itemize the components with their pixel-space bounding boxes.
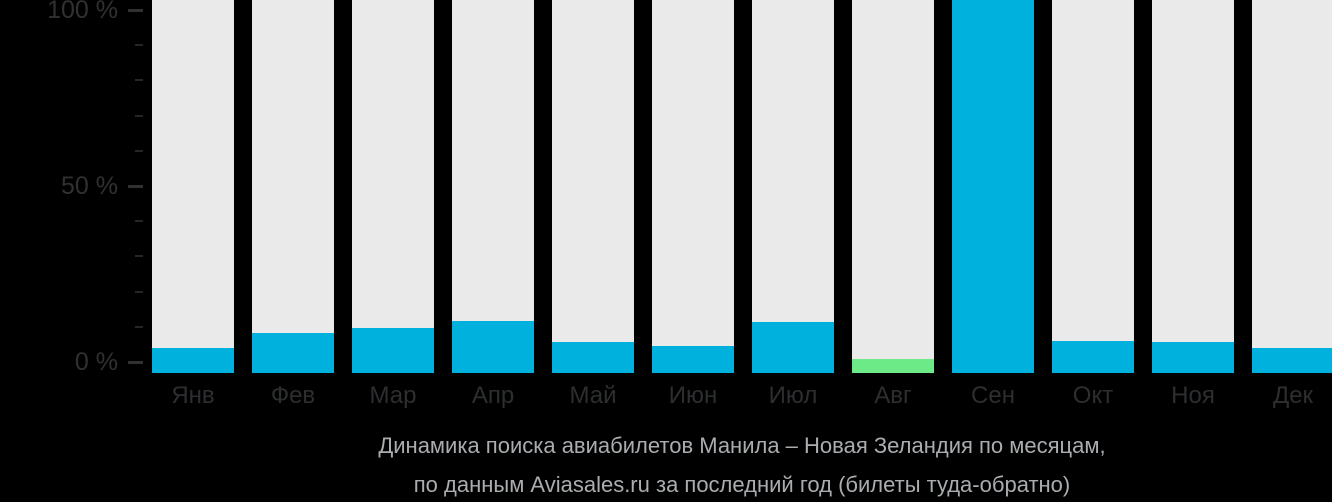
bar-fill	[652, 346, 734, 373]
bar-column: Мар	[352, 0, 434, 411]
bar-fill	[452, 321, 534, 373]
bar-fill	[152, 348, 234, 373]
bar-fill	[1052, 341, 1134, 373]
y-axis-minor-tick	[135, 290, 143, 293]
y-axis-tick-label: 50 %	[61, 172, 118, 200]
bar-fill	[1152, 342, 1234, 373]
bar-track	[352, 0, 434, 373]
bar-column: Дек	[1252, 0, 1332, 411]
month-label: Дек	[1272, 382, 1314, 409]
bar-track	[552, 0, 634, 373]
month-label: Окт	[1072, 382, 1114, 409]
chart-caption: Динамика поиска авиабилетов Манила – Нов…	[152, 426, 1332, 502]
month-label: Авг	[874, 382, 912, 409]
y-axis-minor-tick	[135, 220, 143, 223]
bar-series: Янв Фев Мар Апр Май Июн Июл Авг Сен Окт Ноя Дек	[152, 0, 1332, 411]
bar-track	[652, 0, 734, 373]
bar-track	[1252, 0, 1332, 373]
y-axis-minor-tick	[135, 114, 143, 117]
caption-line-2: по данным Aviasales.ru за последний год …	[413, 472, 1071, 497]
y-axis-major-tick	[128, 360, 143, 364]
bar-fill	[952, 0, 1034, 373]
y-axis-tick-label: 100 %	[47, 0, 118, 24]
month-label: Июл	[768, 382, 818, 409]
bar-column: Янв	[152, 0, 234, 411]
month-label: Ноя	[1171, 382, 1215, 409]
bar-column: Май	[552, 0, 634, 411]
month-label: Янв	[171, 382, 215, 409]
y-axis-major-tick	[128, 8, 143, 12]
bar-column: Июл	[752, 0, 834, 411]
month-label: Апр	[471, 382, 515, 409]
bar-track	[152, 0, 234, 373]
bar-column: Фев	[252, 0, 334, 411]
bar-column: Ноя	[1152, 0, 1234, 411]
bar-track	[452, 0, 534, 373]
bar-fill	[1252, 348, 1332, 373]
bar-fill	[252, 333, 334, 373]
y-axis-minor-tick	[135, 44, 143, 47]
bar-track	[252, 0, 334, 373]
bar-column: Авг	[852, 0, 934, 411]
month-label: Фев	[270, 382, 316, 409]
bar-track	[1052, 0, 1134, 373]
bar-track	[952, 0, 1034, 373]
y-axis-minor-tick	[135, 149, 143, 152]
y-axis-minor-tick	[135, 325, 143, 328]
bar-column: Июн	[652, 0, 734, 411]
bar-fill	[552, 342, 634, 373]
y-axis-minor-tick	[135, 255, 143, 258]
bar-track	[752, 0, 834, 373]
caption-line-1: Динамика поиска авиабилетов Манила – Нов…	[378, 433, 1106, 458]
bar-track	[1152, 0, 1234, 373]
bar-column: Сен	[952, 0, 1034, 411]
month-label: Июн	[668, 382, 718, 409]
y-axis-tick-label: 0 %	[74, 348, 118, 376]
bar-fill	[352, 328, 434, 373]
bar-fill	[852, 359, 934, 373]
bar-track	[852, 0, 934, 373]
y-axis-minor-tick	[135, 79, 143, 82]
month-label: Май	[569, 382, 617, 409]
month-label: Мар	[369, 382, 417, 409]
bar-column: Окт	[1052, 0, 1134, 411]
bar-fill	[752, 322, 834, 373]
bar-column: Апр	[452, 0, 534, 411]
month-label: Сен	[971, 382, 1015, 409]
y-axis-major-tick	[128, 184, 143, 188]
